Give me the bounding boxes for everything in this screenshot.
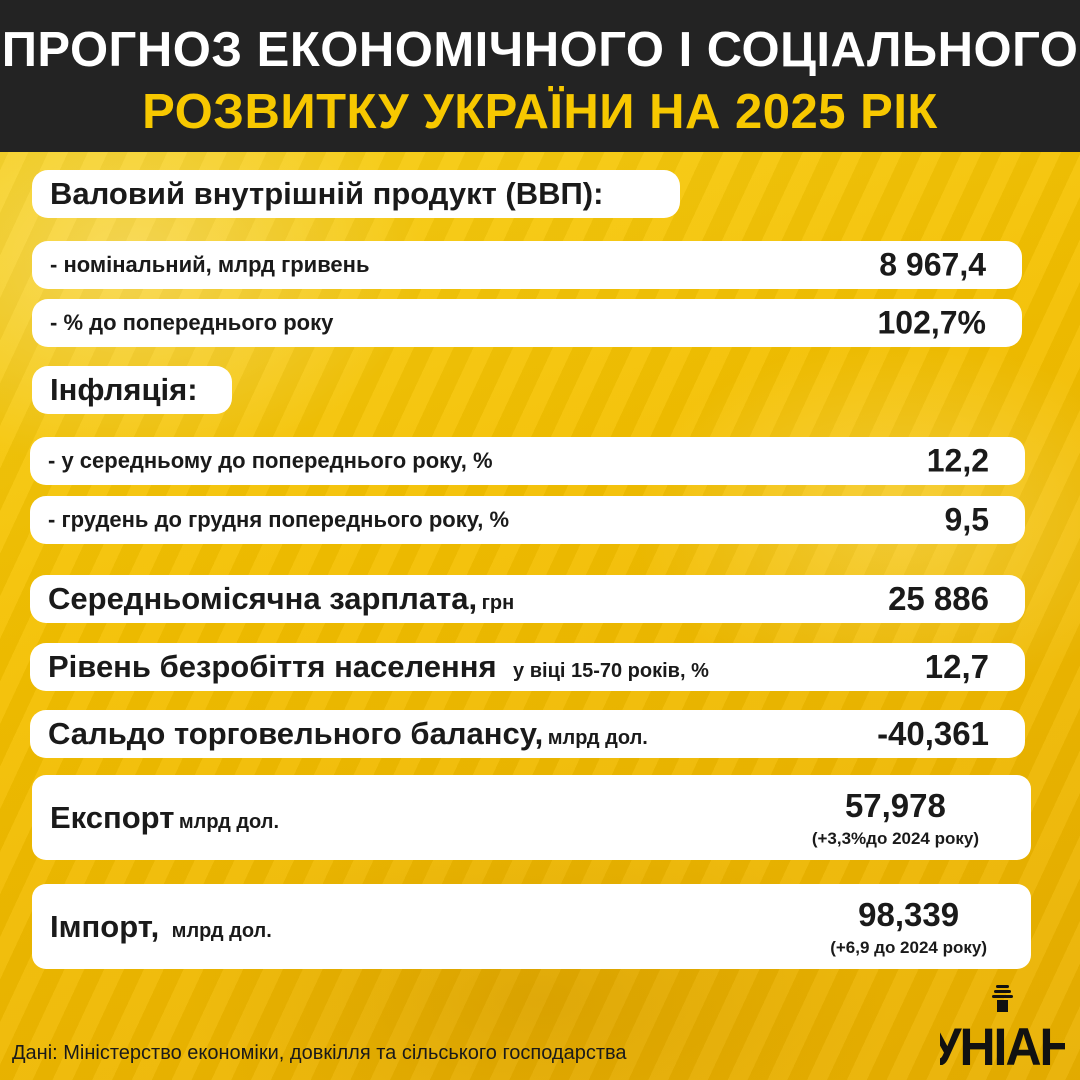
unian-logo: УНІАН [940, 985, 1065, 1065]
salary-row: Середньомісячна зарплата, грн 25 886 [30, 575, 1025, 623]
inflation-avg-label: - у середньому до попереднього року, % [48, 448, 493, 473]
inflation-heading-pill: Інфляція: [32, 366, 232, 414]
inflation-avg-value: 12,2 [926, 442, 989, 479]
trade-balance-label: Сальдо торговельного балансу, [48, 716, 544, 751]
unemployment-row: Рівень безробіття населення у віці 15-70… [30, 643, 1025, 691]
import-row: Імпорт, млрд дол. 98,339 (+6,9 до 2024 р… [32, 884, 1031, 969]
salary-unit: грн [481, 592, 515, 614]
header-banner: ПРОГНОЗ ЕКОНОМІЧНОГО І СОЦІАЛЬНОГО РОЗВИ… [0, 0, 1080, 152]
inflation-heading: Інфляція: [50, 372, 198, 407]
gdp-heading-pill: Валовий внутрішній продукт (ВВП): [32, 170, 680, 218]
export-row: Експорт млрд дол. 57,978 (+3,3%до 2024 р… [32, 775, 1031, 860]
import-value: 98,339 [858, 896, 960, 933]
export-unit: млрд дол. [178, 810, 280, 833]
export-note: (+3,3%до 2024 року) [811, 829, 979, 848]
import-label: Імпорт, [50, 908, 160, 944]
gdp-prev-value: 102,7% [877, 304, 986, 341]
unemployment-unit: у віці 15-70 років, % [513, 660, 709, 682]
gdp-prev-row: - % до попереднього року 102,7% [32, 299, 1022, 347]
trade-balance-unit: млрд дол. [547, 727, 648, 749]
salary-value: 25 886 [888, 580, 989, 617]
title-line-2: РОЗВИТКУ УКРАЇНИ НА 2025 РІК [142, 85, 938, 139]
inflation-dec-value: 9,5 [944, 501, 989, 538]
gdp-nominal-label: - номінальний, млрд гривень [50, 252, 370, 277]
import-note: (+6,9 до 2024 року) [830, 938, 987, 957]
trade-balance-value: -40,361 [877, 715, 989, 752]
unemployment-value: 12,7 [924, 648, 989, 685]
svg-text:УНІАН: УНІАН [940, 1018, 1065, 1065]
salary-label: Середньомісячна зарплата, [48, 581, 478, 616]
gdp-heading: Валовий внутрішній продукт (ВВП): [50, 176, 604, 211]
unemployment-label: Рівень безробіття населення [48, 649, 497, 684]
gdp-nominal-value: 8 967,4 [879, 246, 986, 283]
gdp-nominal-row: - номінальний, млрд гривень 8 967,4 [32, 241, 1022, 289]
export-value: 57,978 [844, 787, 946, 824]
import-unit: млрд дол. [171, 919, 272, 942]
inflation-avg-row: - у середньому до попереднього року, % 1… [30, 437, 1025, 485]
inflation-dec-label: - грудень до грудня попереднього року, % [48, 507, 510, 532]
trade-balance-row: Сальдо торговельного балансу, млрд дол. … [30, 710, 1025, 758]
export-label: Експорт [50, 799, 175, 835]
inflation-dec-row: - грудень до грудня попереднього року, %… [30, 496, 1025, 544]
gdp-prev-label: - % до попереднього року [50, 310, 334, 335]
title-line-1: ПРОГНОЗ ЕКОНОМІЧНОГО І СОЦІАЛЬНОГО [1, 23, 1079, 77]
export-value-block: 57,978 (+3,3%до 2024 року) [812, 787, 979, 849]
source-caption: Дані: Міністерство економіки, довкілля т… [12, 1042, 627, 1064]
import-value-block: 98,339 (+6,9 до 2024 року) [830, 896, 987, 958]
